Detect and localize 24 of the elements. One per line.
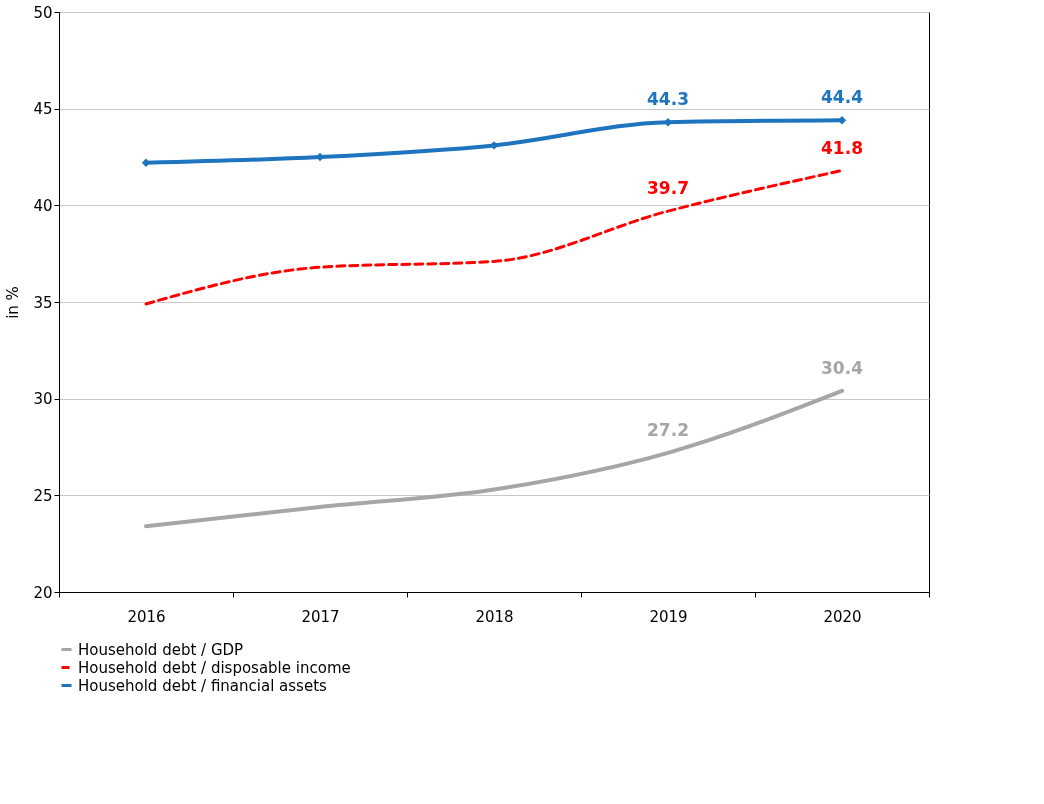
data-label: 41.8 [821,137,863,158]
data-label: 30.4 [821,357,864,378]
y-tick-label: 35 [33,293,53,312]
line-series [144,169,844,306]
y-tick-label: 25 [33,486,53,505]
legend-label: Household debt / GDP [78,640,244,659]
x-tick-label: 2017 [301,607,340,626]
data-label: 27.2 [647,419,689,440]
x-tick-label: 2016 [127,607,166,626]
y-tick-label: 20 [33,583,53,602]
y-tick-label: 40 [33,196,53,215]
data-label: 39.7 [647,178,689,199]
x-tick-label: 2019 [649,607,688,626]
data-label: 44.4 [821,87,864,108]
legend-label: Household debt / disposable income [78,658,351,677]
y-axis-title: in % [4,286,23,319]
y-tick-label: 45 [33,100,53,119]
legend-label: Household debt / financial assets [78,676,328,695]
x-tick-label: 2018 [475,607,514,626]
y-tick-label: 50 [33,3,53,22]
data-label: 44.3 [647,89,689,110]
x-tick-label: 2020 [823,607,862,626]
y-tick-label: 30 [33,390,53,409]
line-series [144,388,844,529]
